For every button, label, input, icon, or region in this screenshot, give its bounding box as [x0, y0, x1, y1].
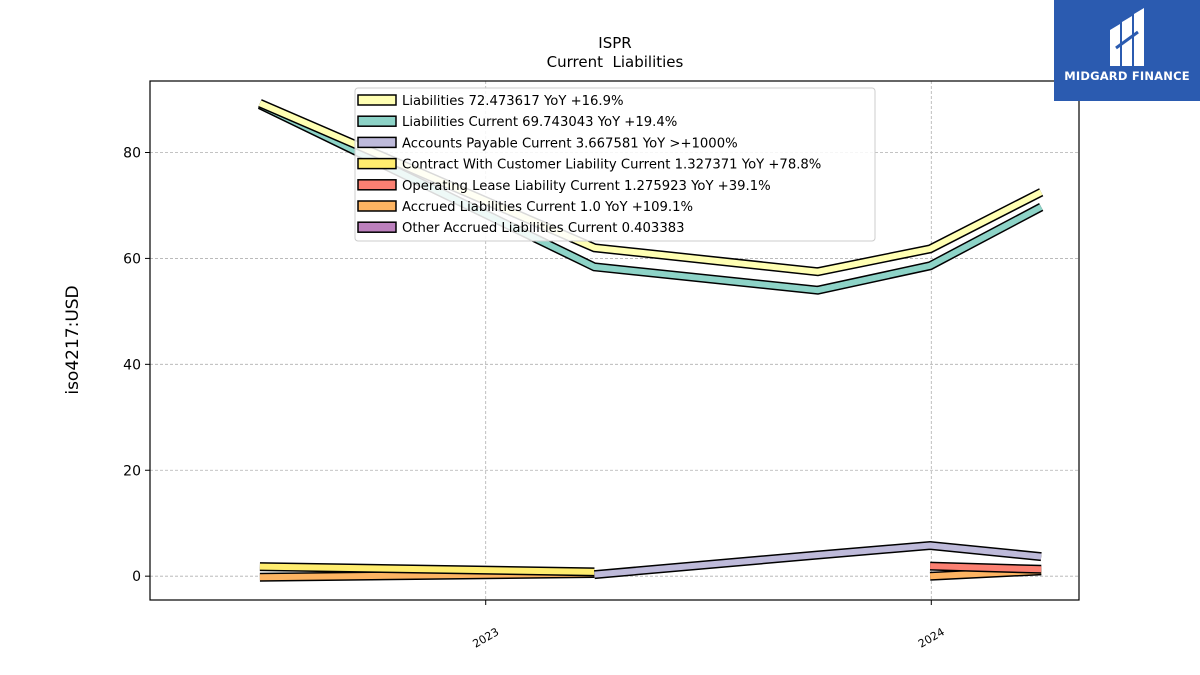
- legend-box: [354, 87, 876, 242]
- legend-swatch: [357, 136, 397, 149]
- logo-mark-icon: [1110, 8, 1144, 66]
- x-tick-label: 2024: [916, 625, 947, 650]
- x-tick-label: 2023: [470, 625, 501, 650]
- series-line-accounts-payable-current: [594, 542, 1042, 578]
- legend-entry: Operating Lease Liability Current 1.2759…: [402, 179, 771, 194]
- chart-subtitle: Current Liabilities: [547, 53, 684, 71]
- legend-entry: Contract With Customer Liability Current…: [402, 158, 821, 173]
- series-line-contract-with-customer-liability-current: [259, 563, 595, 575]
- series-line-operating-lease-liability-current: [930, 563, 1042, 573]
- legend-entry: Accounts Payable Current 3.667581 YoY >+…: [402, 136, 738, 151]
- legend-swatch: [357, 157, 397, 170]
- y-tick-label: 0: [132, 569, 141, 585]
- y-tick-label: 60: [123, 251, 141, 267]
- y-axis-label: iso4217:USD: [63, 285, 83, 394]
- chart-title: ISPR: [598, 34, 631, 52]
- legend-swatch: [357, 179, 397, 191]
- y-tick-label: 40: [123, 357, 141, 373]
- brand-name: MIDGARD FINANCE: [1064, 69, 1190, 83]
- legend-entry: Accrued Liabilities Current 1.0 YoY +109…: [402, 200, 693, 215]
- legend-swatch: [357, 94, 397, 106]
- y-tick-label: 20: [123, 463, 141, 479]
- brand-logo: MIDGARD FINANCE: [1054, 0, 1200, 101]
- plot-frame: [149, 80, 1080, 601]
- y-tick-label: 80: [123, 145, 141, 161]
- legend-entry: Other Accrued Liabilities Current 0.4033…: [402, 221, 685, 236]
- legend-swatch: [357, 221, 397, 233]
- legend: Liabilities 72.473617 YoY +16.9% Liabilit…: [354, 87, 876, 242]
- legend-swatch: [357, 115, 397, 127]
- legend-entry: Liabilities Current 69.743043 YoY +19.4%: [402, 115, 677, 130]
- legend-swatch: [357, 200, 397, 212]
- legend-entry: Liabilities 72.473617 YoY +16.9%: [402, 94, 624, 109]
